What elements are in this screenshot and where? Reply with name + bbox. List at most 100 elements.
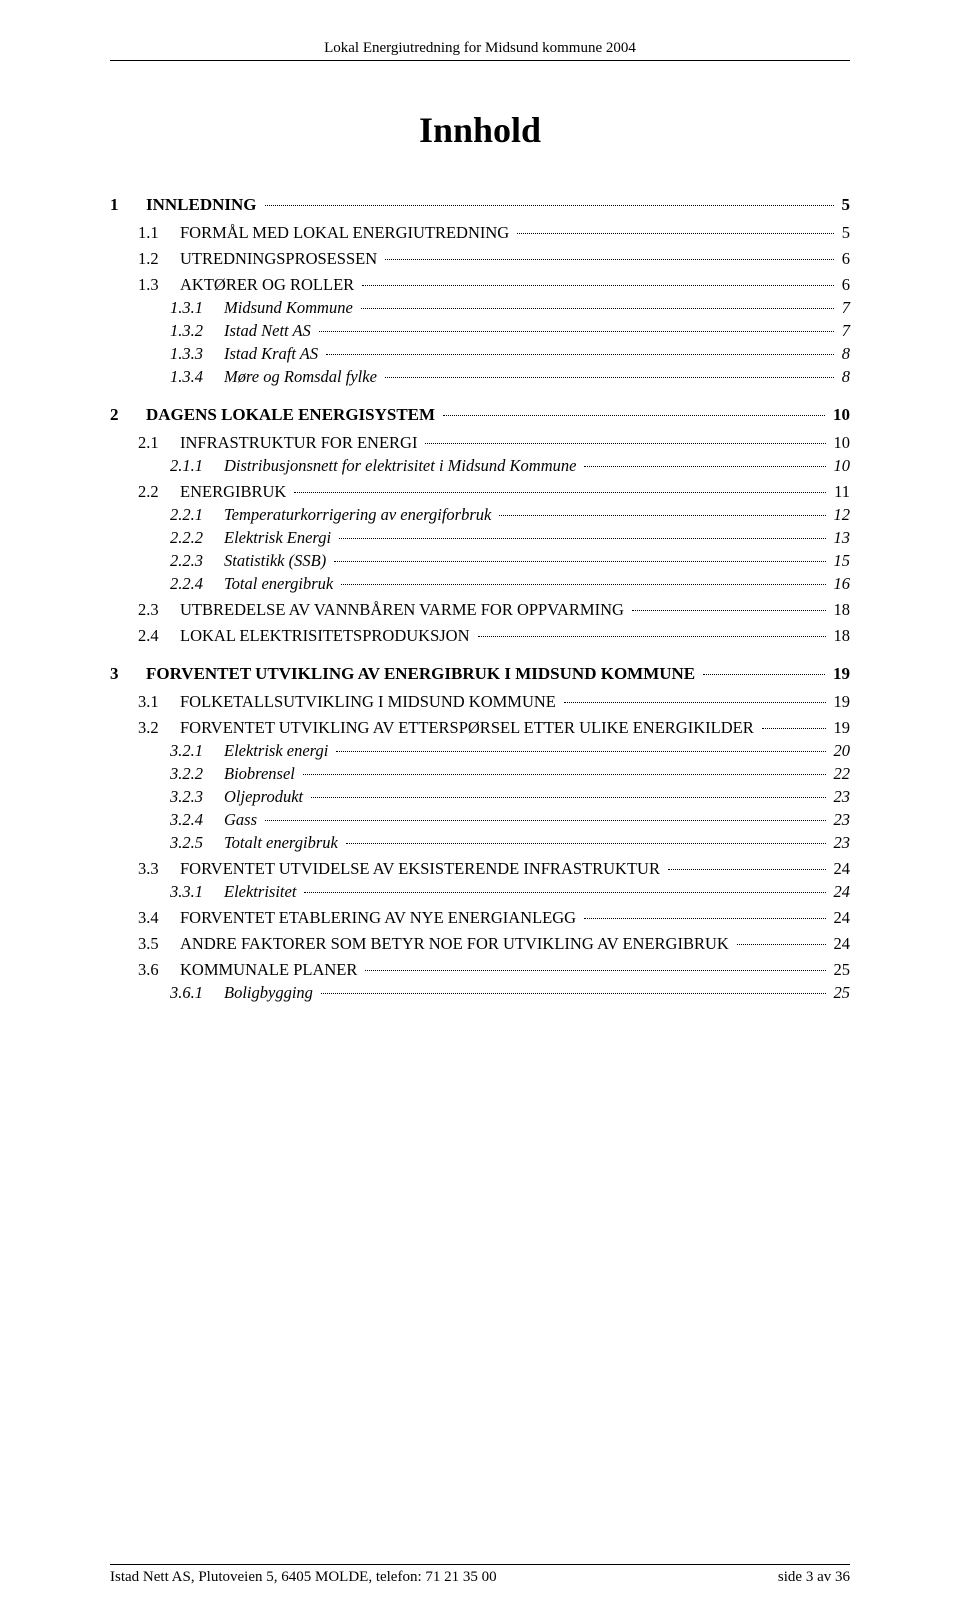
page-footer: Istad Nett AS, Plutoveien 5, 6405 MOLDE,…: [110, 1564, 850, 1586]
toc-number: 3.6: [138, 960, 180, 980]
toc-entry: 3.6.1Boligbygging 25: [170, 983, 850, 1003]
toc-title: Totalt energibruk: [224, 833, 342, 853]
toc-entry: 2.2.2Elektrisk Energi13: [170, 528, 850, 548]
toc-number: 2.2.2: [170, 528, 224, 548]
toc-title: Total energibruk: [224, 574, 337, 594]
toc-page-number: 23: [830, 833, 851, 853]
toc-leader: [478, 636, 826, 637]
toc-leader: [304, 892, 825, 893]
toc-page-number: 24: [830, 934, 851, 954]
toc-leader: [265, 820, 825, 821]
toc-number: 1.3.4: [170, 367, 224, 387]
toc-page-number: 24: [830, 859, 851, 879]
toc-leader: [443, 415, 825, 416]
page-title: Innhold: [110, 109, 850, 151]
toc-title: FORVENTET UTVIDELSE AV EKSISTERENDE INFR…: [180, 859, 664, 879]
toc-entry: 2.2.1Temperaturkorrigering av energiforb…: [170, 505, 850, 525]
toc-number: 2.1.1: [170, 456, 224, 476]
toc-title: FORVENTET ETABLERING AV NYE ENERGIANLEGG: [180, 908, 580, 928]
toc-number: 2.2.3: [170, 551, 224, 571]
toc-number: 1.2: [138, 249, 180, 269]
toc-leader: [303, 774, 826, 775]
toc-page-number: 19: [830, 718, 851, 738]
toc-leader: [762, 728, 826, 729]
toc-leader: [632, 610, 826, 611]
toc-leader: [584, 918, 825, 919]
toc-title: FOLKETALLSUTVIKLING I MIDSUND KOMMUNE: [180, 692, 560, 712]
toc-entry: 2DAGENS LOKALE ENERGISYSTEM10: [110, 405, 850, 425]
toc-number: 2.4: [138, 626, 180, 646]
toc-title: Elektrisk Energi: [224, 528, 335, 548]
toc-entry: 1.3.3Istad Kraft AS8: [170, 344, 850, 364]
toc-title: Boligbygging: [224, 983, 317, 1003]
toc-page-number: 24: [830, 882, 851, 902]
toc-title: Temperaturkorrigering av energiforbruk: [224, 505, 495, 525]
toc-page-number: 10: [830, 433, 851, 453]
toc-page-number: 7: [838, 321, 850, 341]
toc-leader: [265, 205, 834, 206]
toc-leader: [294, 492, 826, 493]
toc-title: FORMÅL MED LOKAL ENERGIUTREDNING: [180, 223, 513, 243]
toc-number: 1: [110, 195, 146, 215]
toc-title: FORVENTET UTVIKLING AV ETTERSPØRSEL ETTE…: [180, 718, 758, 738]
toc-leader: [319, 331, 834, 332]
footer-left: Istad Nett AS, Plutoveien 5, 6405 MOLDE,…: [110, 1569, 497, 1586]
toc-entry: 3.3FORVENTET UTVIDELSE AV EKSISTERENDE I…: [138, 859, 850, 879]
toc-title: ANDRE FAKTORER SOM BETYR NOE FOR UTVIKLI…: [180, 934, 733, 954]
toc-page-number: 19: [829, 664, 850, 684]
toc-page-number: 10: [830, 456, 851, 476]
toc-leader: [326, 354, 834, 355]
toc-number: 3.2.3: [170, 787, 224, 807]
toc-entry: 2.3UTBREDELSE AV VANNBÅREN VARME FOR OPP…: [138, 600, 850, 620]
toc-page-number: 5: [838, 223, 850, 243]
toc-page-number: 7: [838, 298, 850, 318]
toc-number: 3.5: [138, 934, 180, 954]
toc-title: INFRASTRUKTUR FOR ENERGI: [180, 433, 421, 453]
toc-page-number: 23: [830, 810, 851, 830]
toc-leader: [321, 993, 826, 994]
toc-leader: [385, 259, 834, 260]
toc-entry: 3.1FOLKETALLSUTVIKLING I MIDSUND KOMMUNE…: [138, 692, 850, 712]
toc-page-number: 19: [830, 692, 851, 712]
toc-page-number: 12: [830, 505, 851, 525]
toc-entry: 2.1.1Distribusjonsnett for elektrisitet …: [170, 456, 850, 476]
toc-number: 3.6.1: [170, 983, 224, 1003]
toc-page-number: 5: [838, 195, 851, 215]
toc-entry: 1.2UTREDNINGSPROSESSEN6: [138, 249, 850, 269]
table-of-contents: 1INNLEDNING51.1FORMÅL MED LOKAL ENERGIUT…: [110, 195, 850, 1003]
toc-leader: [517, 233, 834, 234]
toc-page-number: 18: [830, 600, 851, 620]
toc-number: 3.2.1: [170, 741, 224, 761]
toc-page-number: 16: [830, 574, 851, 594]
toc-entry: 3.2FORVENTET UTVIKLING AV ETTERSPØRSEL E…: [138, 718, 850, 738]
toc-leader: [362, 285, 834, 286]
toc-title: LOKAL ELEKTRISITETSPRODUKSJON: [180, 626, 474, 646]
toc-title: ENERGIBRUK: [180, 482, 290, 502]
toc-entry: 3.2.3Oljeprodukt 23: [170, 787, 850, 807]
toc-number: 1.3.2: [170, 321, 224, 341]
toc-title: Elektrisk energi: [224, 741, 332, 761]
toc-title: Distribusjonsnett for elektrisitet i Mid…: [224, 456, 580, 476]
toc-title: Møre og Romsdal fylke: [224, 367, 381, 387]
toc-entry: 3.2.5Totalt energibruk 23: [170, 833, 850, 853]
toc-number: 2.2: [138, 482, 180, 502]
toc-title: Elektrisitet: [224, 882, 300, 902]
toc-title: KOMMUNALE PLANER: [180, 960, 361, 980]
toc-number: 3.2.5: [170, 833, 224, 853]
toc-number: 3.2.4: [170, 810, 224, 830]
toc-title: Statistikk (SSB): [224, 551, 330, 571]
toc-entry: 3.2.2Biobrensel22: [170, 764, 850, 784]
toc-title: Oljeprodukt: [224, 787, 307, 807]
toc-title: DAGENS LOKALE ENERGISYSTEM: [146, 405, 439, 425]
toc-page-number: 10: [829, 405, 850, 425]
toc-entry: 1.1FORMÅL MED LOKAL ENERGIUTREDNING5: [138, 223, 850, 243]
toc-number: 3.4: [138, 908, 180, 928]
toc-page-number: 25: [830, 983, 851, 1003]
toc-entry: 3.3.1Elektrisitet24: [170, 882, 850, 902]
toc-number: 3.2.2: [170, 764, 224, 784]
toc-number: 3.1: [138, 692, 180, 712]
toc-entry: 1.3.1Midsund Kommune7: [170, 298, 850, 318]
toc-title: UTREDNINGSPROSESSEN: [180, 249, 381, 269]
toc-page-number: 23: [830, 787, 851, 807]
toc-title: UTBREDELSE AV VANNBÅREN VARME FOR OPPVAR…: [180, 600, 628, 620]
